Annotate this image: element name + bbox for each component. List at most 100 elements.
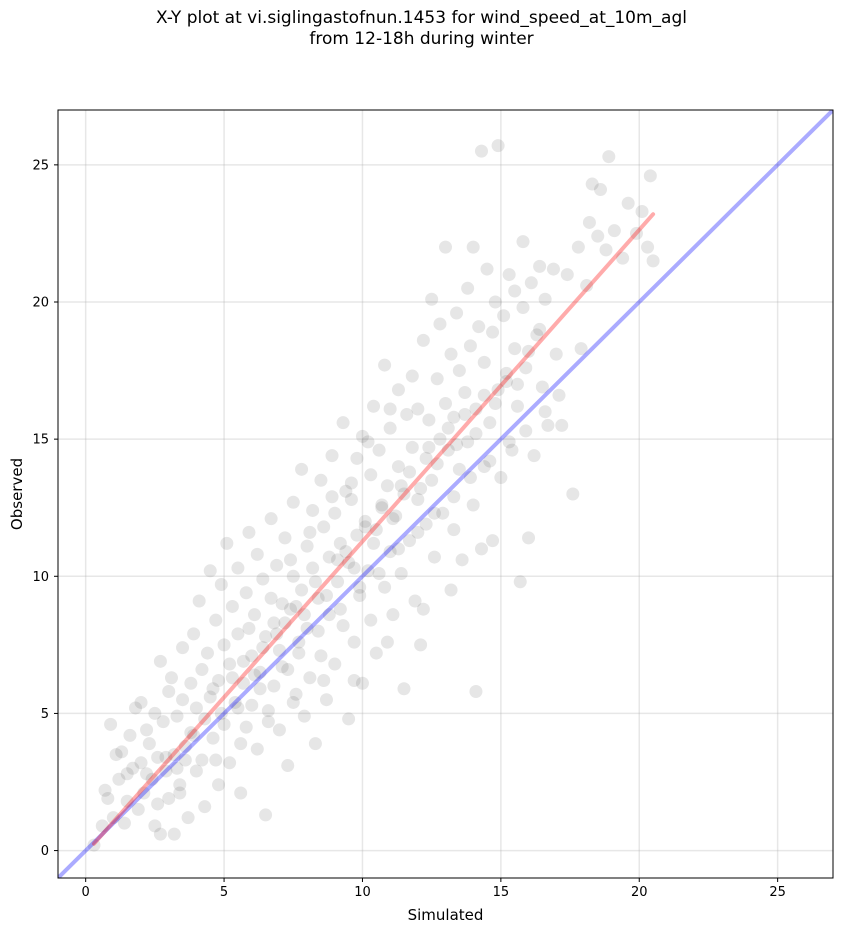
data-point	[477, 460, 491, 474]
data-point	[347, 561, 361, 575]
reference-lines	[58, 110, 833, 878]
data-point	[419, 517, 433, 531]
data-point	[187, 728, 201, 742]
data-point	[164, 671, 178, 685]
y-tick-label: 15	[32, 433, 49, 448]
data-point	[214, 706, 228, 720]
data-point	[541, 418, 555, 432]
data-point	[328, 506, 342, 520]
data-point	[286, 495, 300, 509]
data-point	[383, 545, 397, 559]
data-point	[129, 701, 142, 715]
data-point	[253, 665, 267, 679]
data-point	[380, 479, 394, 493]
data-point	[391, 542, 405, 556]
data-point	[112, 772, 126, 786]
data-point	[643, 169, 657, 183]
data-point	[189, 701, 203, 715]
data-point	[314, 473, 328, 487]
data-point	[159, 764, 173, 778]
data-point	[560, 268, 574, 282]
data-point	[292, 646, 306, 660]
data-point	[616, 251, 630, 265]
y-tick-label: 20	[32, 296, 49, 311]
data-point	[278, 531, 292, 545]
data-point	[350, 528, 364, 542]
y-tick-label: 25	[32, 158, 49, 173]
data-point	[239, 720, 253, 734]
data-point	[378, 580, 392, 594]
data-point	[452, 364, 466, 378]
data-point	[151, 797, 165, 811]
data-point	[427, 506, 441, 520]
data-point	[602, 150, 616, 164]
data-point	[140, 723, 154, 737]
data-point	[203, 690, 217, 704]
data-point	[394, 567, 408, 581]
data-point	[331, 553, 345, 567]
data-point	[306, 561, 320, 575]
data-point	[95, 819, 109, 833]
data-point	[303, 525, 317, 539]
data-point	[439, 240, 452, 254]
x-tick-label: 25	[769, 885, 786, 900]
data-point	[306, 503, 320, 517]
data-point	[336, 416, 350, 430]
data-point	[98, 783, 112, 797]
data-point	[275, 597, 289, 611]
data-point	[145, 772, 159, 786]
data-point	[184, 726, 198, 740]
axis-ticks: 0 5 10 15 20 25 0 5 10 15 20 25	[32, 158, 785, 900]
data-point	[109, 748, 123, 762]
data-point	[217, 638, 231, 652]
data-point	[184, 676, 198, 690]
data-point	[527, 449, 541, 463]
data-point	[236, 676, 250, 690]
data-point	[286, 569, 300, 583]
data-point	[491, 383, 505, 397]
y-axis-label: Observed	[8, 458, 26, 530]
data-point	[546, 262, 560, 276]
data-point	[386, 512, 400, 526]
data-point	[389, 509, 403, 523]
data-point	[317, 520, 331, 534]
data-point	[333, 536, 347, 550]
data-point	[248, 608, 262, 622]
data-point	[239, 586, 253, 600]
data-point	[372, 443, 386, 457]
data-point	[250, 547, 264, 561]
data-point	[599, 243, 613, 257]
data-point	[549, 347, 563, 361]
data-point	[308, 737, 322, 751]
data-point	[510, 399, 524, 413]
data-point	[607, 224, 621, 238]
data-point	[364, 613, 378, 627]
data-point	[394, 479, 408, 493]
data-point	[248, 668, 262, 682]
data-point	[408, 594, 422, 608]
data-point	[200, 646, 214, 660]
data-point	[538, 292, 552, 306]
data-point	[353, 588, 367, 602]
data-point	[463, 471, 477, 485]
data-point	[397, 682, 411, 696]
data-point	[383, 402, 397, 416]
data-point	[289, 599, 303, 613]
data-point	[472, 320, 486, 334]
data-point	[458, 386, 472, 400]
data-point	[339, 545, 353, 559]
data-point	[209, 613, 223, 627]
data-point	[333, 602, 347, 616]
data-point	[228, 695, 242, 709]
data-point	[450, 306, 464, 320]
x-tick-label: 15	[493, 885, 510, 900]
data-point	[336, 619, 350, 633]
data-point	[480, 262, 494, 276]
data-point	[483, 454, 497, 468]
data-point	[533, 259, 547, 273]
data-point	[173, 778, 187, 792]
data-point	[646, 254, 660, 268]
data-point	[571, 240, 585, 254]
data-point	[499, 375, 513, 389]
